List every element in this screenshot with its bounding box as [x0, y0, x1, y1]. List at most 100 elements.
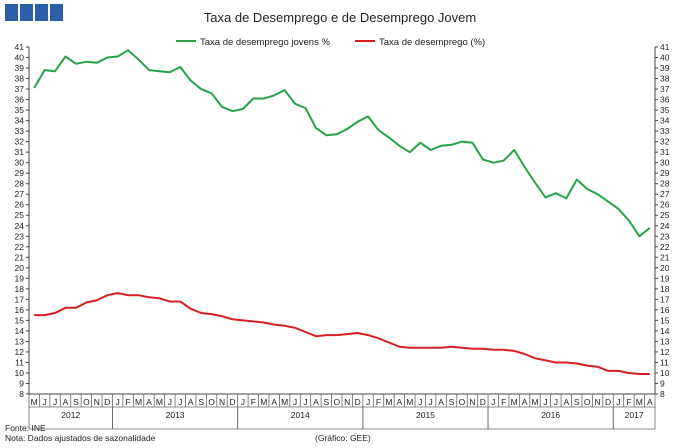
- x-year-label: 2014: [291, 410, 310, 420]
- logo-block: [35, 4, 48, 21]
- y-tick-label-left: 41: [15, 42, 25, 52]
- y-tick-label-right: 37: [660, 84, 670, 94]
- x-tick-label: J: [616, 397, 620, 407]
- x-tick-label: N: [344, 397, 350, 407]
- y-tick-label-right: 36: [660, 95, 670, 105]
- x-tick-label: A: [438, 397, 444, 407]
- x-tick-label: F: [126, 397, 131, 407]
- y-tick-label-right: 15: [660, 315, 670, 325]
- x-tick-label: J: [178, 397, 182, 407]
- x-tick-label: M: [31, 397, 38, 407]
- x-tick-label: M: [511, 397, 518, 407]
- y-tick-label-left: 29: [15, 168, 25, 178]
- x-tick-label: F: [501, 397, 506, 407]
- y-tick-label-right: 8: [660, 389, 665, 399]
- x-tick-label: J: [43, 397, 47, 407]
- legend: Taxa de desemprego jovens % Taxa de dese…: [176, 37, 485, 48]
- y-axis-right: 8910111213141516171819202122232425262728…: [655, 42, 670, 399]
- y-tick-label-right: 35: [660, 105, 670, 115]
- y-tick-label-left: 11: [15, 357, 24, 367]
- x-tick-label: J: [366, 397, 370, 407]
- y-tick-label-right: 14: [660, 326, 670, 336]
- y-tick-label-right: 39: [660, 63, 670, 73]
- x-tick-label: O: [459, 397, 466, 407]
- x-tick-label: A: [397, 397, 403, 407]
- y-tick-label-right: 33: [660, 126, 670, 136]
- y-tick-label-right: 40: [660, 53, 670, 63]
- y-tick-label-right: 30: [660, 158, 670, 168]
- y-tick-label-left: 31: [15, 147, 25, 157]
- y-tick-label-right: 29: [660, 168, 670, 178]
- y-tick-label-right: 22: [660, 242, 670, 252]
- y-tick-label-right: 41: [660, 42, 670, 52]
- logo-block: [5, 4, 18, 21]
- x-tick-label: M: [281, 397, 288, 407]
- y-tick-label-right: 10: [660, 368, 670, 378]
- y-tick-label-right: 17: [660, 294, 670, 304]
- x-tick-label: A: [188, 397, 194, 407]
- legend-label-youth: Taxa de desemprego jovens %: [200, 37, 330, 48]
- x-tick-label: D: [229, 397, 235, 407]
- y-tick-label-left: 22: [15, 242, 25, 252]
- y-tick-label-right: 38: [660, 74, 670, 84]
- y-tick-label-left: 35: [15, 105, 25, 115]
- x-tick-label: A: [146, 397, 152, 407]
- y-tick-label-right: 23: [660, 231, 670, 241]
- logo-block: [50, 4, 63, 21]
- x-tick-label: M: [531, 397, 538, 407]
- y-tick-label-right: 13: [660, 336, 670, 346]
- x-year-label: 2015: [416, 410, 435, 420]
- series-line-unemployment: [34, 292, 650, 375]
- y-tick-label-right: 12: [660, 347, 670, 357]
- y-tick-label-left: 39: [15, 63, 25, 73]
- x-tick-label: A: [522, 397, 528, 407]
- y-tick-label-left: 32: [15, 137, 25, 147]
- x-tick-label: D: [605, 397, 611, 407]
- y-tick-label-left: 23: [15, 231, 25, 241]
- x-tick-label: J: [241, 397, 245, 407]
- y-tick-label-left: 24: [15, 221, 25, 231]
- y-tick-label-left: 26: [15, 200, 25, 210]
- x-tick-label: A: [271, 397, 277, 407]
- footer-note: Nota: Dados ajustados de sazonalidade: [5, 433, 156, 443]
- x-year-label: 2017: [625, 410, 644, 420]
- footer-credit: (Gráfico: GEE): [315, 433, 371, 443]
- y-tick-label-left: 13: [15, 336, 25, 346]
- x-tick-label: J: [418, 397, 422, 407]
- y-tick-label-left: 28: [15, 179, 25, 189]
- x-year-label: 2013: [166, 410, 185, 420]
- y-tick-label-right: 21: [660, 252, 670, 262]
- x-tick-label: J: [491, 397, 495, 407]
- y-tick-label-left: 9: [19, 378, 24, 388]
- x-tick-label: J: [303, 397, 307, 407]
- y-tick-label-right: 31: [660, 147, 670, 157]
- x-tick-label: M: [156, 397, 163, 407]
- x-tick-label: O: [584, 397, 591, 407]
- x-tick-label: M: [260, 397, 267, 407]
- y-tick-label-left: 20: [15, 263, 25, 273]
- x-tick-label: S: [73, 397, 79, 407]
- x-tick-label: N: [219, 397, 225, 407]
- y-axis-left: 8910111213141516171819202122232425262728…: [15, 42, 29, 399]
- y-tick-label-right: 32: [660, 137, 670, 147]
- x-tick-label: O: [83, 397, 90, 407]
- x-tick-label: A: [647, 397, 653, 407]
- x-tick-label: J: [429, 397, 433, 407]
- chart-title: Taxa de Desemprego e de Desemprego Jovem: [204, 10, 476, 25]
- gee-logo: [5, 4, 63, 21]
- y-tick-label-left: 16: [15, 305, 25, 315]
- y-tick-label-left: 12: [15, 347, 25, 357]
- x-tick-label: N: [595, 397, 601, 407]
- plot-area: [28, 47, 656, 395]
- legend-label-total: Taxa de desemprego (%): [379, 37, 485, 48]
- y-tick-label-right: 20: [660, 263, 670, 273]
- x-tick-label: J: [293, 397, 297, 407]
- y-tick-label-left: 34: [15, 116, 25, 126]
- x-tick-label: O: [333, 397, 340, 407]
- y-tick-label-left: 17: [15, 294, 25, 304]
- x-tick-label: F: [251, 397, 256, 407]
- y-tick-label-right: 28: [660, 179, 670, 189]
- x-tick-label: D: [355, 397, 361, 407]
- x-tick-label: D: [480, 397, 486, 407]
